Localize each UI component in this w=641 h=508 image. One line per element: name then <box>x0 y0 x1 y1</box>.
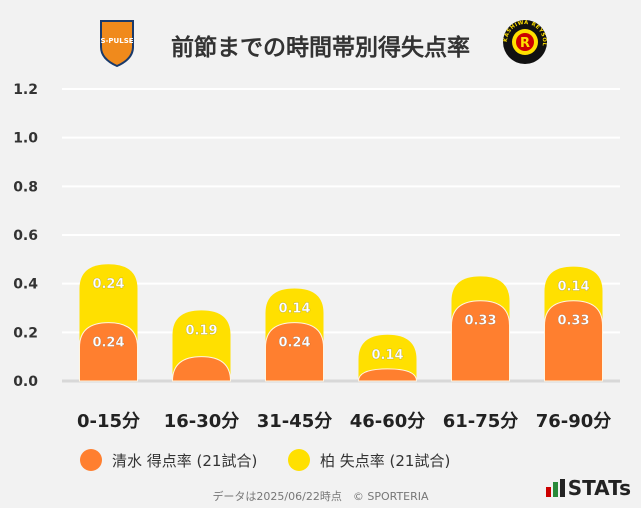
data-label: 0.14 <box>278 302 310 317</box>
y-tick-label: 0.6 <box>13 228 38 244</box>
y-tick-label: 0.2 <box>13 325 38 341</box>
data-label: 0.33 <box>464 314 496 329</box>
bar-chart: 0.0 0.2 0.4 0.6 0.8 1.0 1.2 0.24 0.24 0-15分 0.19 16… <box>13 82 620 432</box>
data-label: 0.24 <box>92 336 124 351</box>
bar-shimizu <box>451 300 510 382</box>
stats-label: STATs <box>567 476 631 500</box>
legend-swatch-yellow <box>288 449 310 471</box>
y-tick-label: 0.8 <box>13 179 38 195</box>
svg-text:R: R <box>520 36 530 51</box>
bar-shimizu <box>171 356 232 382</box>
legend-label: 柏 失点率 (21試合) <box>320 451 451 470</box>
y-tick-label: 1.2 <box>13 82 38 98</box>
shimizu-logo-text: S-PULSE <box>100 37 133 45</box>
chart-title: 前節までの時間帯別得失点率 <box>171 35 470 61</box>
data-label: 0.19 <box>185 323 217 338</box>
y-tick-label: 1.0 <box>13 131 38 147</box>
x-tick-label: 76-90分 <box>536 411 612 432</box>
data-label: 0.14 <box>371 348 403 363</box>
bar-shimizu <box>544 300 603 382</box>
footer-text: データは2025/06/22時点 © SPORTERIA <box>212 490 429 503</box>
data-label: 0.14 <box>557 280 589 295</box>
bar-shimizu <box>357 368 418 382</box>
x-tick-label: 31-45分 <box>257 411 333 432</box>
x-tick-label: 46-60分 <box>350 411 426 432</box>
x-tick-label: 0-15分 <box>77 411 140 432</box>
y-tick-label: 0.4 <box>13 277 38 293</box>
bar-shimizu <box>265 322 324 382</box>
data-label: 0.24 <box>278 336 310 351</box>
bar-shimizu <box>79 322 138 382</box>
legend-item-kashiwa: 柏 失点率 (21試合) <box>288 449 450 471</box>
x-tick-label: 61-75分 <box>443 411 519 432</box>
y-tick-label: 0.0 <box>13 374 38 390</box>
legend-label: 清水 得点率 (21試合) <box>112 451 258 470</box>
data-label: 0.33 <box>557 314 589 329</box>
x-tick-label: 16-30分 <box>164 411 240 432</box>
stats-logo-icon <box>545 479 565 497</box>
kashiwa-logo: KASHIWA REYSOL R <box>499 18 551 70</box>
legend-swatch-orange <box>80 449 102 471</box>
legend-item-shimizu: 清水 得点率 (21試合) <box>80 449 257 471</box>
stats-brand: STATs <box>545 476 631 500</box>
shimizu-logo: S-PULSE <box>98 17 136 71</box>
data-label: 0.24 <box>92 277 124 292</box>
